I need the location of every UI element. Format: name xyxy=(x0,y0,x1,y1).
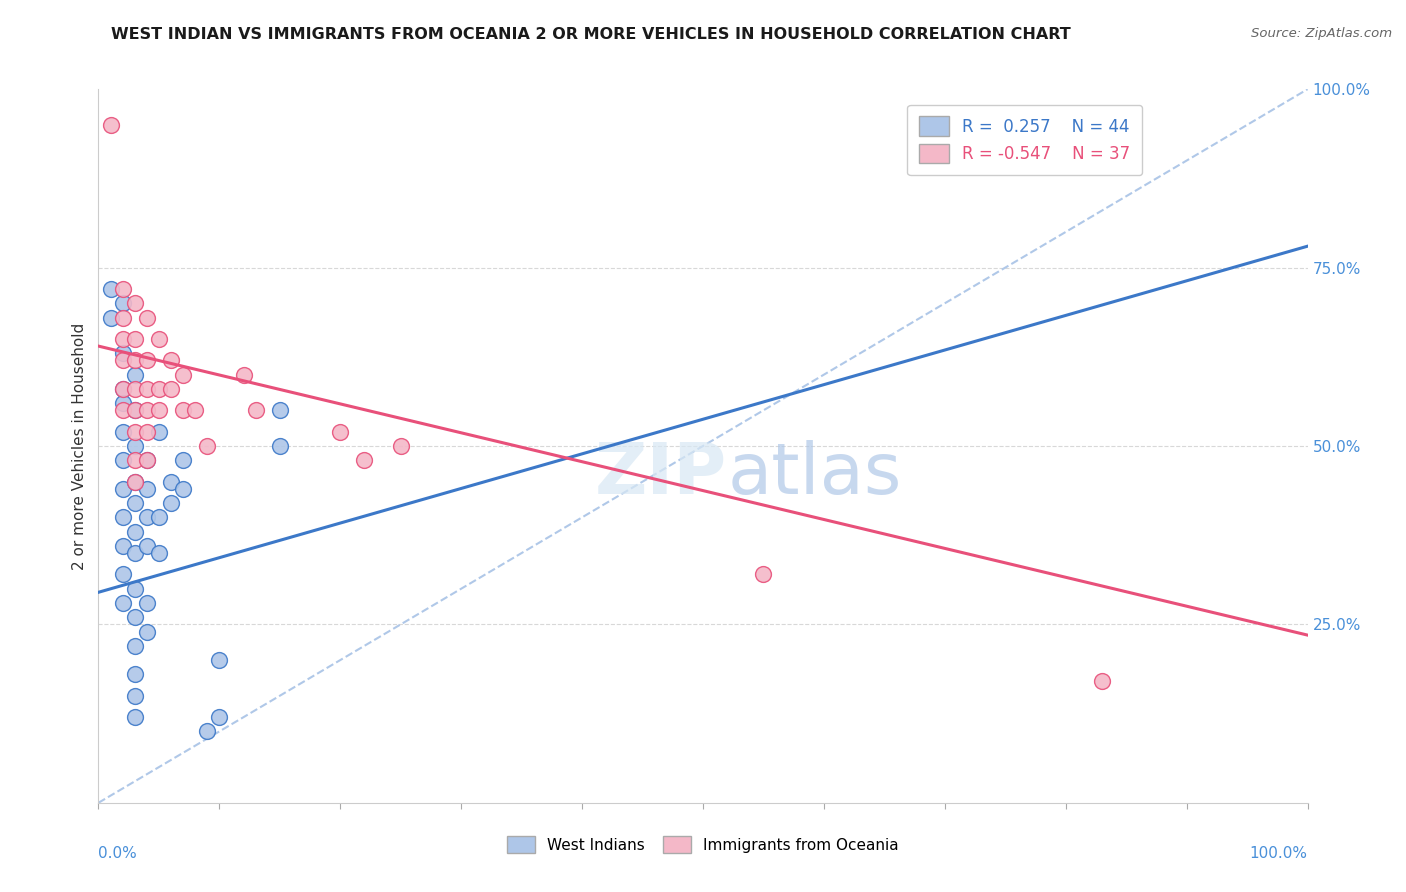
Y-axis label: 2 or more Vehicles in Household: 2 or more Vehicles in Household xyxy=(72,322,87,570)
Point xyxy=(124,689,146,703)
Point xyxy=(135,596,157,610)
Point xyxy=(124,610,146,624)
Point xyxy=(111,482,134,496)
Point xyxy=(172,453,194,467)
Point xyxy=(135,624,157,639)
Point xyxy=(135,482,157,496)
Point xyxy=(100,310,122,325)
Point xyxy=(111,382,134,396)
Point xyxy=(160,496,183,510)
Point xyxy=(124,403,146,417)
Point xyxy=(124,710,146,724)
Point xyxy=(148,510,170,524)
Point xyxy=(135,425,157,439)
Text: Source: ZipAtlas.com: Source: ZipAtlas.com xyxy=(1251,27,1392,40)
Point xyxy=(208,710,231,724)
Point xyxy=(111,453,134,467)
Point xyxy=(135,510,157,524)
Point xyxy=(124,667,146,681)
Point xyxy=(208,653,231,667)
Point xyxy=(124,439,146,453)
Point xyxy=(124,425,146,439)
Point xyxy=(124,639,146,653)
Point xyxy=(172,482,194,496)
Point xyxy=(195,439,218,453)
Point xyxy=(124,353,146,368)
Point xyxy=(111,567,134,582)
Point xyxy=(124,475,146,489)
Point xyxy=(232,368,254,382)
Point xyxy=(111,403,134,417)
Point xyxy=(100,282,122,296)
Point xyxy=(184,403,207,417)
Point xyxy=(148,382,170,396)
Point xyxy=(172,403,194,417)
Point xyxy=(124,403,146,417)
Point xyxy=(148,425,170,439)
Text: WEST INDIAN VS IMMIGRANTS FROM OCEANIA 2 OR MORE VEHICLES IN HOUSEHOLD CORRELATI: WEST INDIAN VS IMMIGRANTS FROM OCEANIA 2… xyxy=(111,27,1070,42)
Point xyxy=(269,439,291,453)
Point xyxy=(124,524,146,539)
Point xyxy=(111,382,134,396)
Point xyxy=(111,282,134,296)
Point xyxy=(148,332,170,346)
Point xyxy=(752,567,775,582)
Point xyxy=(135,403,157,417)
Point xyxy=(353,453,375,467)
Point xyxy=(269,403,291,417)
Text: ZIP: ZIP xyxy=(595,440,727,509)
Text: 100.0%: 100.0% xyxy=(1250,846,1308,861)
Point xyxy=(111,510,134,524)
Legend: West Indians, Immigrants from Oceania: West Indians, Immigrants from Oceania xyxy=(502,830,904,859)
Point xyxy=(148,546,170,560)
Point xyxy=(124,546,146,560)
Text: 0.0%: 0.0% xyxy=(98,846,138,861)
Point xyxy=(160,353,183,368)
Point xyxy=(111,539,134,553)
Point xyxy=(111,332,134,346)
Point xyxy=(111,353,134,368)
Point xyxy=(135,453,157,467)
Point xyxy=(124,332,146,346)
Text: atlas: atlas xyxy=(727,440,901,509)
Point xyxy=(124,382,146,396)
Point xyxy=(135,453,157,467)
Point xyxy=(124,475,146,489)
Point xyxy=(124,453,146,467)
Point xyxy=(389,439,412,453)
Point xyxy=(135,539,157,553)
Point xyxy=(100,118,122,132)
Point xyxy=(124,296,146,310)
Point xyxy=(160,475,183,489)
Point xyxy=(111,296,134,310)
Point xyxy=(148,403,170,417)
Point xyxy=(135,310,157,325)
Point xyxy=(124,496,146,510)
Point xyxy=(111,596,134,610)
Point xyxy=(124,368,146,382)
Point xyxy=(111,310,134,325)
Point xyxy=(172,368,194,382)
Point xyxy=(195,724,218,739)
Point xyxy=(135,382,157,396)
Point xyxy=(124,582,146,596)
Point xyxy=(135,353,157,368)
Point xyxy=(111,396,134,410)
Point xyxy=(1091,674,1114,689)
Point xyxy=(329,425,352,439)
Point xyxy=(245,403,267,417)
Point xyxy=(160,382,183,396)
Point xyxy=(111,425,134,439)
Point xyxy=(111,346,134,360)
